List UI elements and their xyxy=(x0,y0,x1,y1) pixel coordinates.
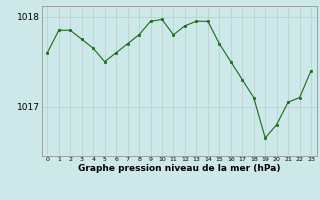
X-axis label: Graphe pression niveau de la mer (hPa): Graphe pression niveau de la mer (hPa) xyxy=(78,164,280,173)
